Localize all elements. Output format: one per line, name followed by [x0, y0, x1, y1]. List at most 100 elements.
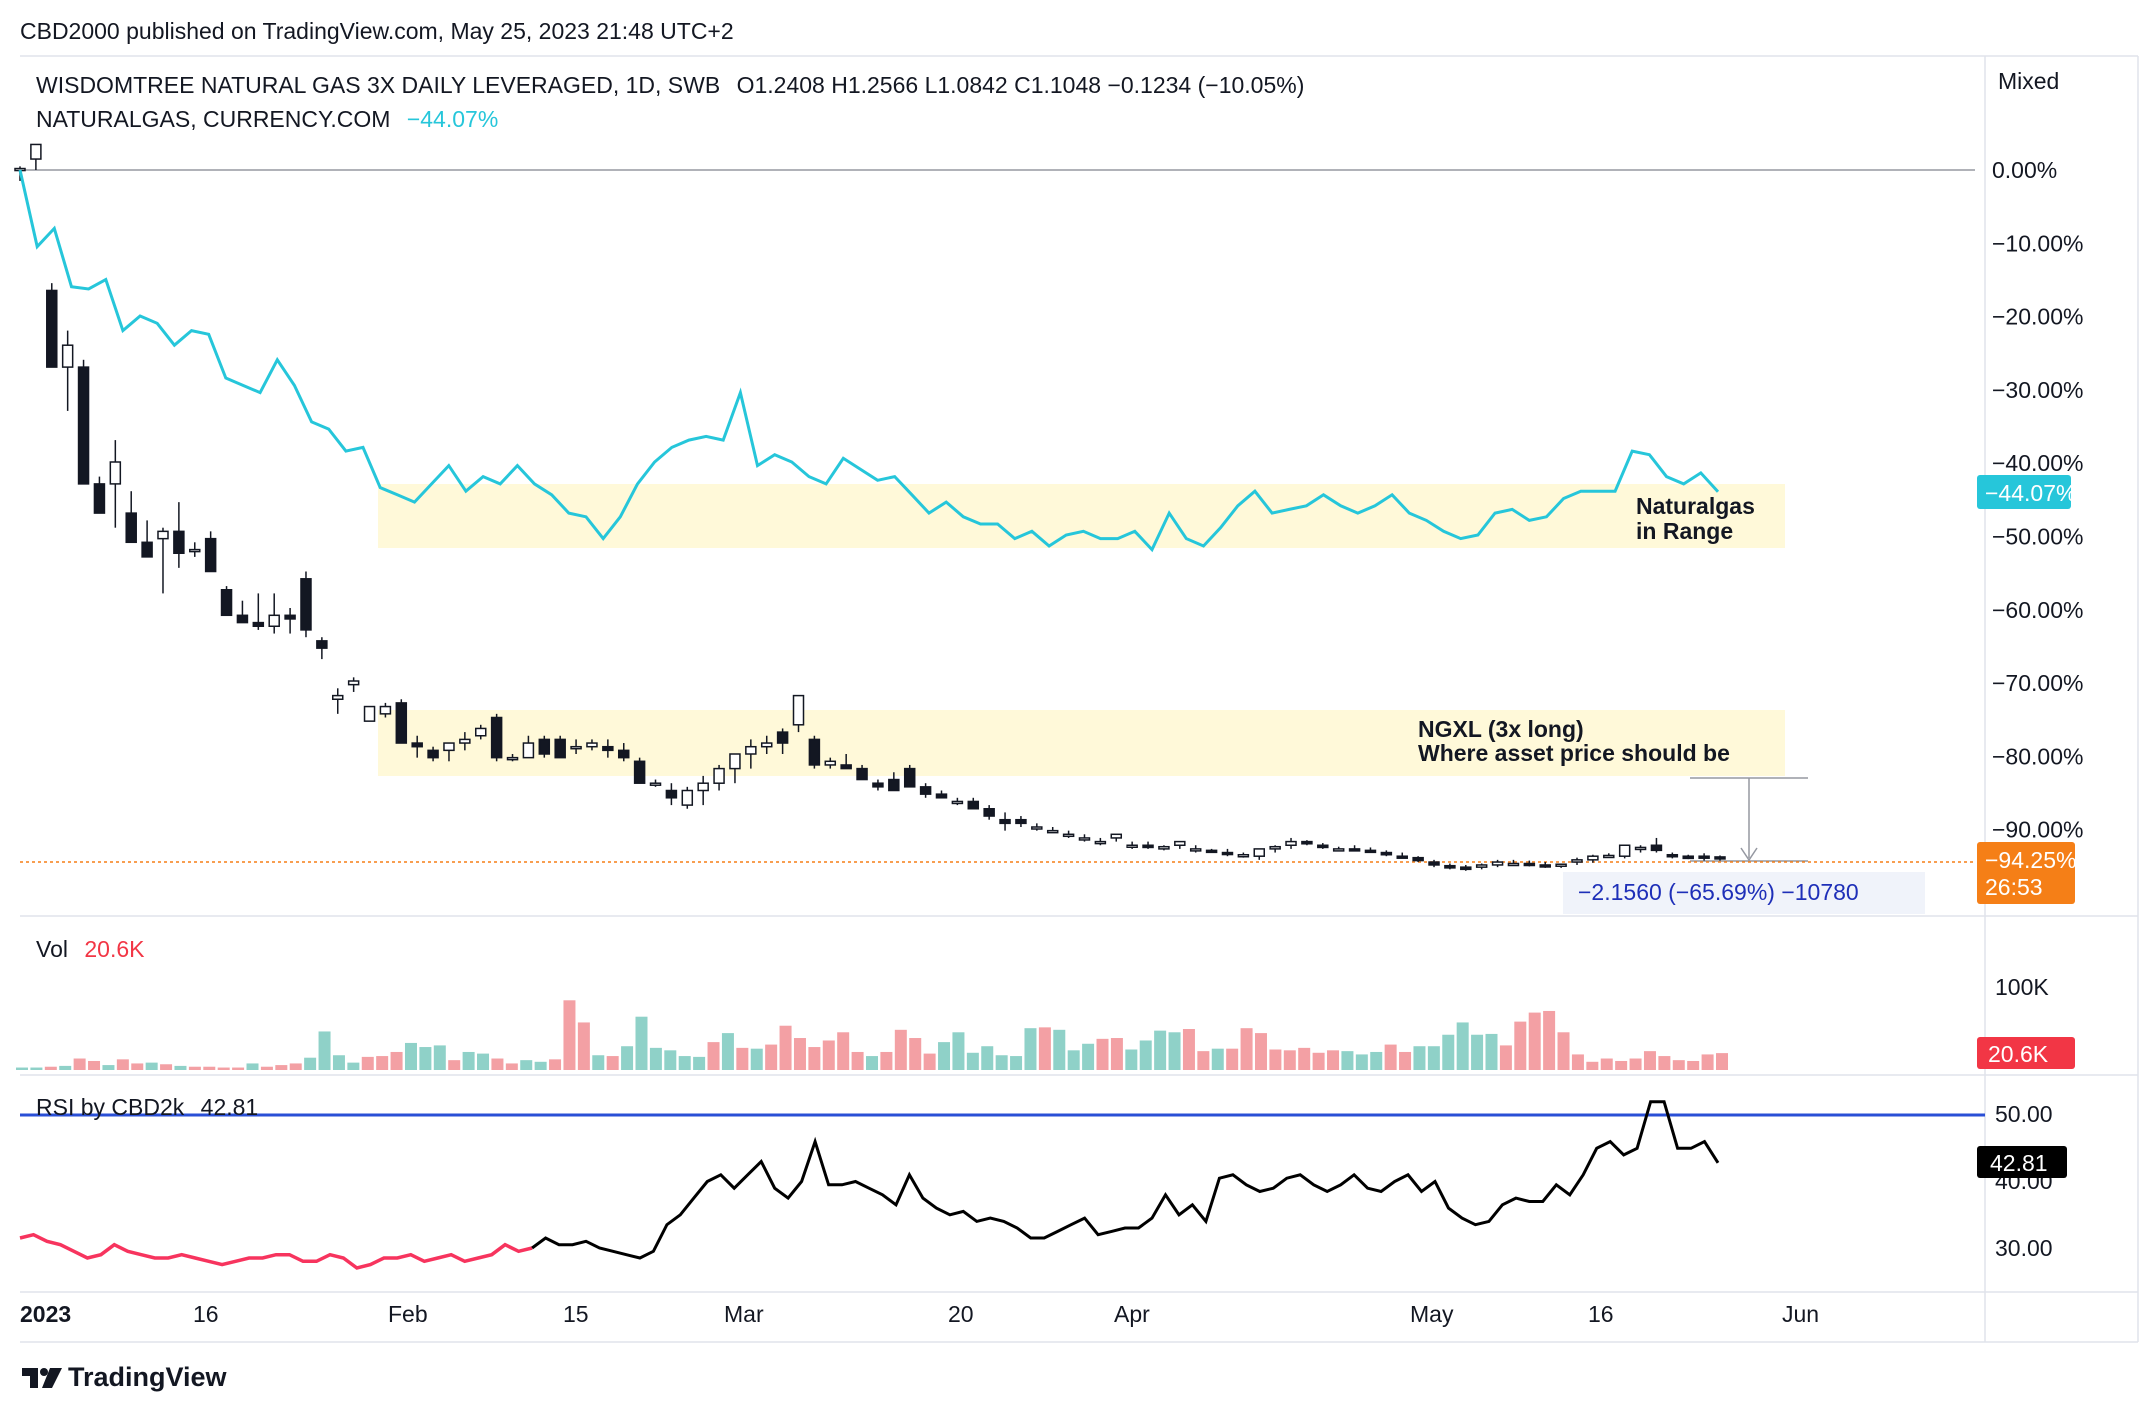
time-tick: Mar	[724, 1301, 764, 1327]
candle	[1301, 840, 1313, 846]
candle	[1618, 844, 1631, 859]
volume-bar	[549, 1059, 562, 1070]
volume-bar	[1182, 1029, 1195, 1070]
candle	[633, 757, 646, 784]
price-tick: −20.00%	[1992, 304, 2083, 330]
volume-bar	[304, 1057, 317, 1070]
candle	[125, 491, 137, 544]
volume-bar	[1038, 1027, 1051, 1070]
candle	[967, 797, 980, 810]
symbol-name[interactable]: WISDOMTREE NATURAL GAS 3X DAILY LEVERAGE…	[36, 72, 721, 98]
volume-bar	[260, 1066, 273, 1070]
time-tick: 16	[1588, 1301, 1614, 1327]
volume-bar	[851, 1051, 864, 1070]
rsi-legend: RSI by CBD2k 42.81	[36, 1094, 258, 1121]
price-tick: −80.00%	[1992, 743, 2083, 769]
compare-tag-bg	[1977, 475, 2071, 509]
candle	[1682, 854, 1694, 860]
price-axis: 0.00% −10.00% −20.00% −30.00% −40.00% −50.00%…	[1992, 157, 2083, 1261]
volume-bar	[1254, 1033, 1267, 1070]
volume-bar	[1399, 1051, 1412, 1070]
candle	[1126, 841, 1138, 849]
rsi-tick: 30.00	[1995, 1235, 2053, 1261]
volume-bar	[88, 1060, 101, 1070]
volume-bar	[1543, 1010, 1556, 1070]
candle	[522, 735, 535, 759]
volume-bar	[678, 1056, 691, 1070]
candle	[363, 705, 376, 722]
candle	[173, 502, 185, 568]
rsi-tag-text: 42.81	[1990, 1150, 2048, 1176]
naturalgas-range-label-1: Naturalgas	[1636, 493, 1755, 519]
compare-symbol[interactable]: NATURALGAS, CURRENCY.COM	[36, 106, 391, 132]
candle	[1714, 855, 1726, 861]
volume-tick: 100K	[1995, 974, 2049, 1000]
volume-bar	[1456, 1022, 1469, 1070]
volume-bar	[1471, 1034, 1484, 1070]
candle	[1062, 830, 1075, 838]
time-axis: 2023 16 Feb 15 Mar 20 Apr May 16 Jun	[20, 1301, 1819, 1327]
candle	[379, 702, 392, 718]
scale-mode-button[interactable]: Mixed	[1998, 68, 2060, 94]
volume-bar	[894, 1029, 907, 1070]
candle	[1237, 852, 1250, 858]
candle	[840, 754, 852, 770]
volume-bar	[1154, 1030, 1167, 1070]
candle	[300, 571, 312, 638]
volume-bar	[750, 1048, 763, 1070]
compare-change: −44.07%	[406, 106, 499, 132]
candle	[1428, 859, 1440, 868]
volume-bar	[59, 1065, 72, 1070]
volume-bar	[361, 1056, 374, 1070]
candle	[1110, 833, 1123, 842]
candle	[776, 728, 789, 754]
volume-bar	[606, 1056, 619, 1070]
price-tick: −90.00%	[1992, 817, 2083, 843]
candle	[1666, 852, 1679, 859]
volume-bar	[866, 1056, 878, 1070]
volume-bar	[131, 1063, 144, 1070]
volume-tag-bg	[1977, 1037, 2075, 1069]
candle	[713, 764, 725, 791]
volume-bar	[1053, 1029, 1066, 1070]
volume-bar	[1024, 1028, 1037, 1070]
candle	[1015, 816, 1027, 827]
candle	[1317, 843, 1329, 849]
candle	[220, 586, 233, 617]
volume-bar	[203, 1066, 216, 1070]
compare-line: NATURALGAS, CURRENCY.COM −44.07%	[36, 106, 498, 133]
volume-bar	[1442, 1034, 1455, 1070]
volume-bar	[1701, 1054, 1714, 1070]
candle	[1412, 856, 1424, 863]
volume-bar	[174, 1065, 187, 1070]
rsi-tag-bg	[1977, 1146, 2067, 1178]
volume-bar	[419, 1047, 432, 1070]
candle	[506, 754, 519, 762]
price-tick: −60.00%	[1992, 597, 2083, 623]
volume-bar	[44, 1066, 57, 1070]
naturalgas-range-label-2: in Range	[1636, 518, 1733, 544]
volume-bar	[808, 1047, 821, 1070]
volume-bar	[1355, 1054, 1368, 1070]
volume-bar	[289, 1063, 302, 1070]
volume-bar	[981, 1046, 994, 1070]
candle	[1285, 837, 1297, 849]
candle	[284, 608, 296, 634]
footer-brand[interactable]: TradingView	[68, 1362, 227, 1392]
volume-bar	[1370, 1051, 1383, 1070]
candle	[951, 797, 964, 806]
volume-bar	[995, 1055, 1008, 1070]
volume-bar	[1629, 1058, 1642, 1070]
candle	[617, 743, 630, 762]
candle	[665, 783, 678, 806]
volume-bar	[1615, 1060, 1628, 1070]
volume-bar	[1226, 1048, 1239, 1070]
volume-bar	[938, 1042, 951, 1070]
candle	[268, 593, 280, 634]
candle	[1269, 845, 1281, 853]
volume-bar	[1384, 1044, 1397, 1070]
candle	[1523, 860, 1536, 867]
price-tick: −30.00%	[1992, 377, 2083, 403]
candle	[1460, 864, 1472, 871]
price-tick: −50.00%	[1992, 524, 2083, 550]
